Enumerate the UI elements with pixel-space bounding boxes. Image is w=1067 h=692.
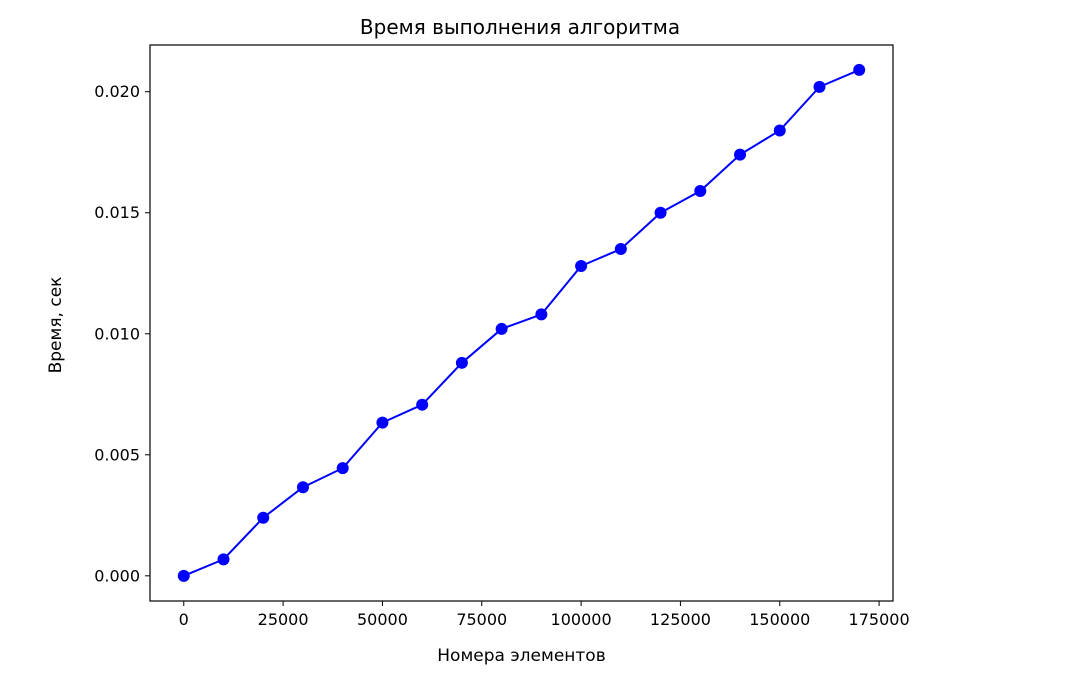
x-tick-label: 150000 <box>749 610 810 629</box>
data-point <box>376 416 389 429</box>
y-axis-label: Время, сек <box>46 277 66 374</box>
data-point <box>296 481 309 494</box>
series-line <box>183 69 860 577</box>
series-layer <box>177 63 866 582</box>
data-point <box>773 124 786 137</box>
data-point <box>853 63 866 76</box>
x-tick-label: 0 <box>179 610 189 629</box>
x-axis: 0 25000 50000 75000 100000 125000 150000 175000 <box>179 601 910 629</box>
data-point <box>734 148 747 161</box>
data-point <box>535 308 548 321</box>
y-tick-label: 0.010 <box>94 324 140 343</box>
data-point <box>575 259 588 272</box>
data-point <box>257 511 270 524</box>
x-axis-label: Номера элементов <box>437 646 605 666</box>
x-tick-label: 75000 <box>456 610 507 629</box>
data-point <box>694 184 707 197</box>
data-point <box>813 80 826 93</box>
chart-title: Время выполнения алгоритма <box>360 15 680 39</box>
y-tick-label: 0.020 <box>94 82 140 101</box>
data-point <box>416 398 429 411</box>
y-tick-label: 0.005 <box>94 445 140 464</box>
data-point <box>654 206 667 219</box>
data-point <box>495 322 508 335</box>
y-axis: 0.000 0.005 0.010 0.015 0.020 <box>94 82 150 585</box>
data-point <box>455 356 468 369</box>
x-tick-label: 50000 <box>357 610 408 629</box>
x-tick-label: 25000 <box>258 610 309 629</box>
x-tick-label: 100000 <box>551 610 612 629</box>
x-tick-label: 125000 <box>650 610 711 629</box>
y-tick-label: 0.000 <box>94 566 140 585</box>
plot-frame <box>149 44 894 602</box>
data-point <box>177 569 190 582</box>
data-point <box>336 462 349 475</box>
y-tick-label: 0.015 <box>94 203 140 222</box>
data-point <box>614 243 627 256</box>
data-point <box>217 553 230 566</box>
x-tick-label: 175000 <box>849 610 910 629</box>
